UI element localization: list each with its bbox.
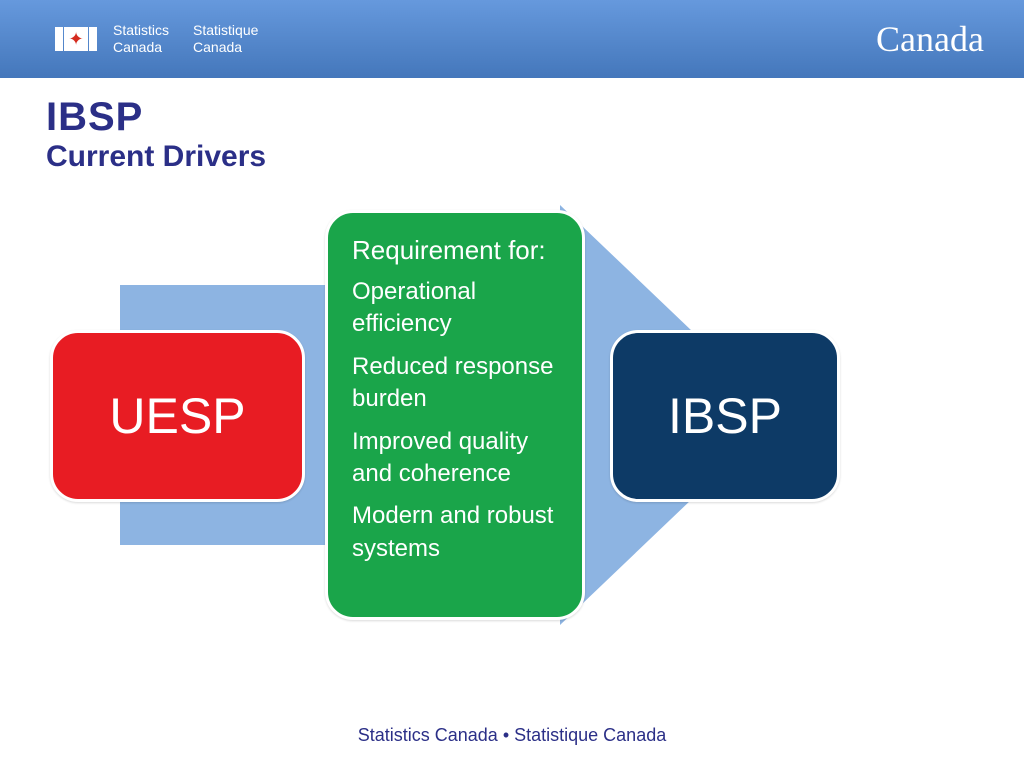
requirement-item: Reduced response burden	[352, 351, 558, 416]
ibsp-box: IBSP	[610, 330, 840, 502]
slide-title-block: IBSP Current Drivers	[46, 95, 266, 174]
agency-en-line2: Canada	[113, 39, 169, 56]
slide-title-main: IBSP	[46, 95, 266, 140]
agency-en-line1: Statistics	[113, 22, 169, 39]
agency-fr-line2: Canada	[193, 39, 258, 56]
footer-text: Statistics Canada • Statistique Canada	[0, 725, 1024, 746]
requirement-item: Improved quality and coherence	[352, 426, 558, 491]
header-bar: ✦ Statistics Canada Statistique Canada C…	[0, 0, 1024, 78]
requirements-title: Requirement for:	[352, 233, 558, 268]
slide-title-sub: Current Drivers	[46, 140, 266, 174]
canada-wordmark: Canada	[876, 18, 984, 60]
drivers-diagram: UESP Requirement for: Operational effici…	[50, 200, 780, 630]
header-left-group: ✦ Statistics Canada Statistique Canada	[55, 22, 258, 56]
uesp-box: UESP	[50, 330, 305, 502]
agency-fr-line1: Statistique	[193, 22, 258, 39]
requirements-box: Requirement for: Operational efficiency …	[325, 210, 585, 620]
requirement-item: Modern and robust systems	[352, 500, 558, 565]
ibsp-label: IBSP	[668, 387, 782, 445]
agency-name-block: Statistics Canada Statistique Canada	[113, 22, 258, 56]
uesp-label: UESP	[109, 387, 245, 445]
requirement-item: Operational efficiency	[352, 276, 558, 341]
canada-flag-icon: ✦	[55, 27, 97, 51]
